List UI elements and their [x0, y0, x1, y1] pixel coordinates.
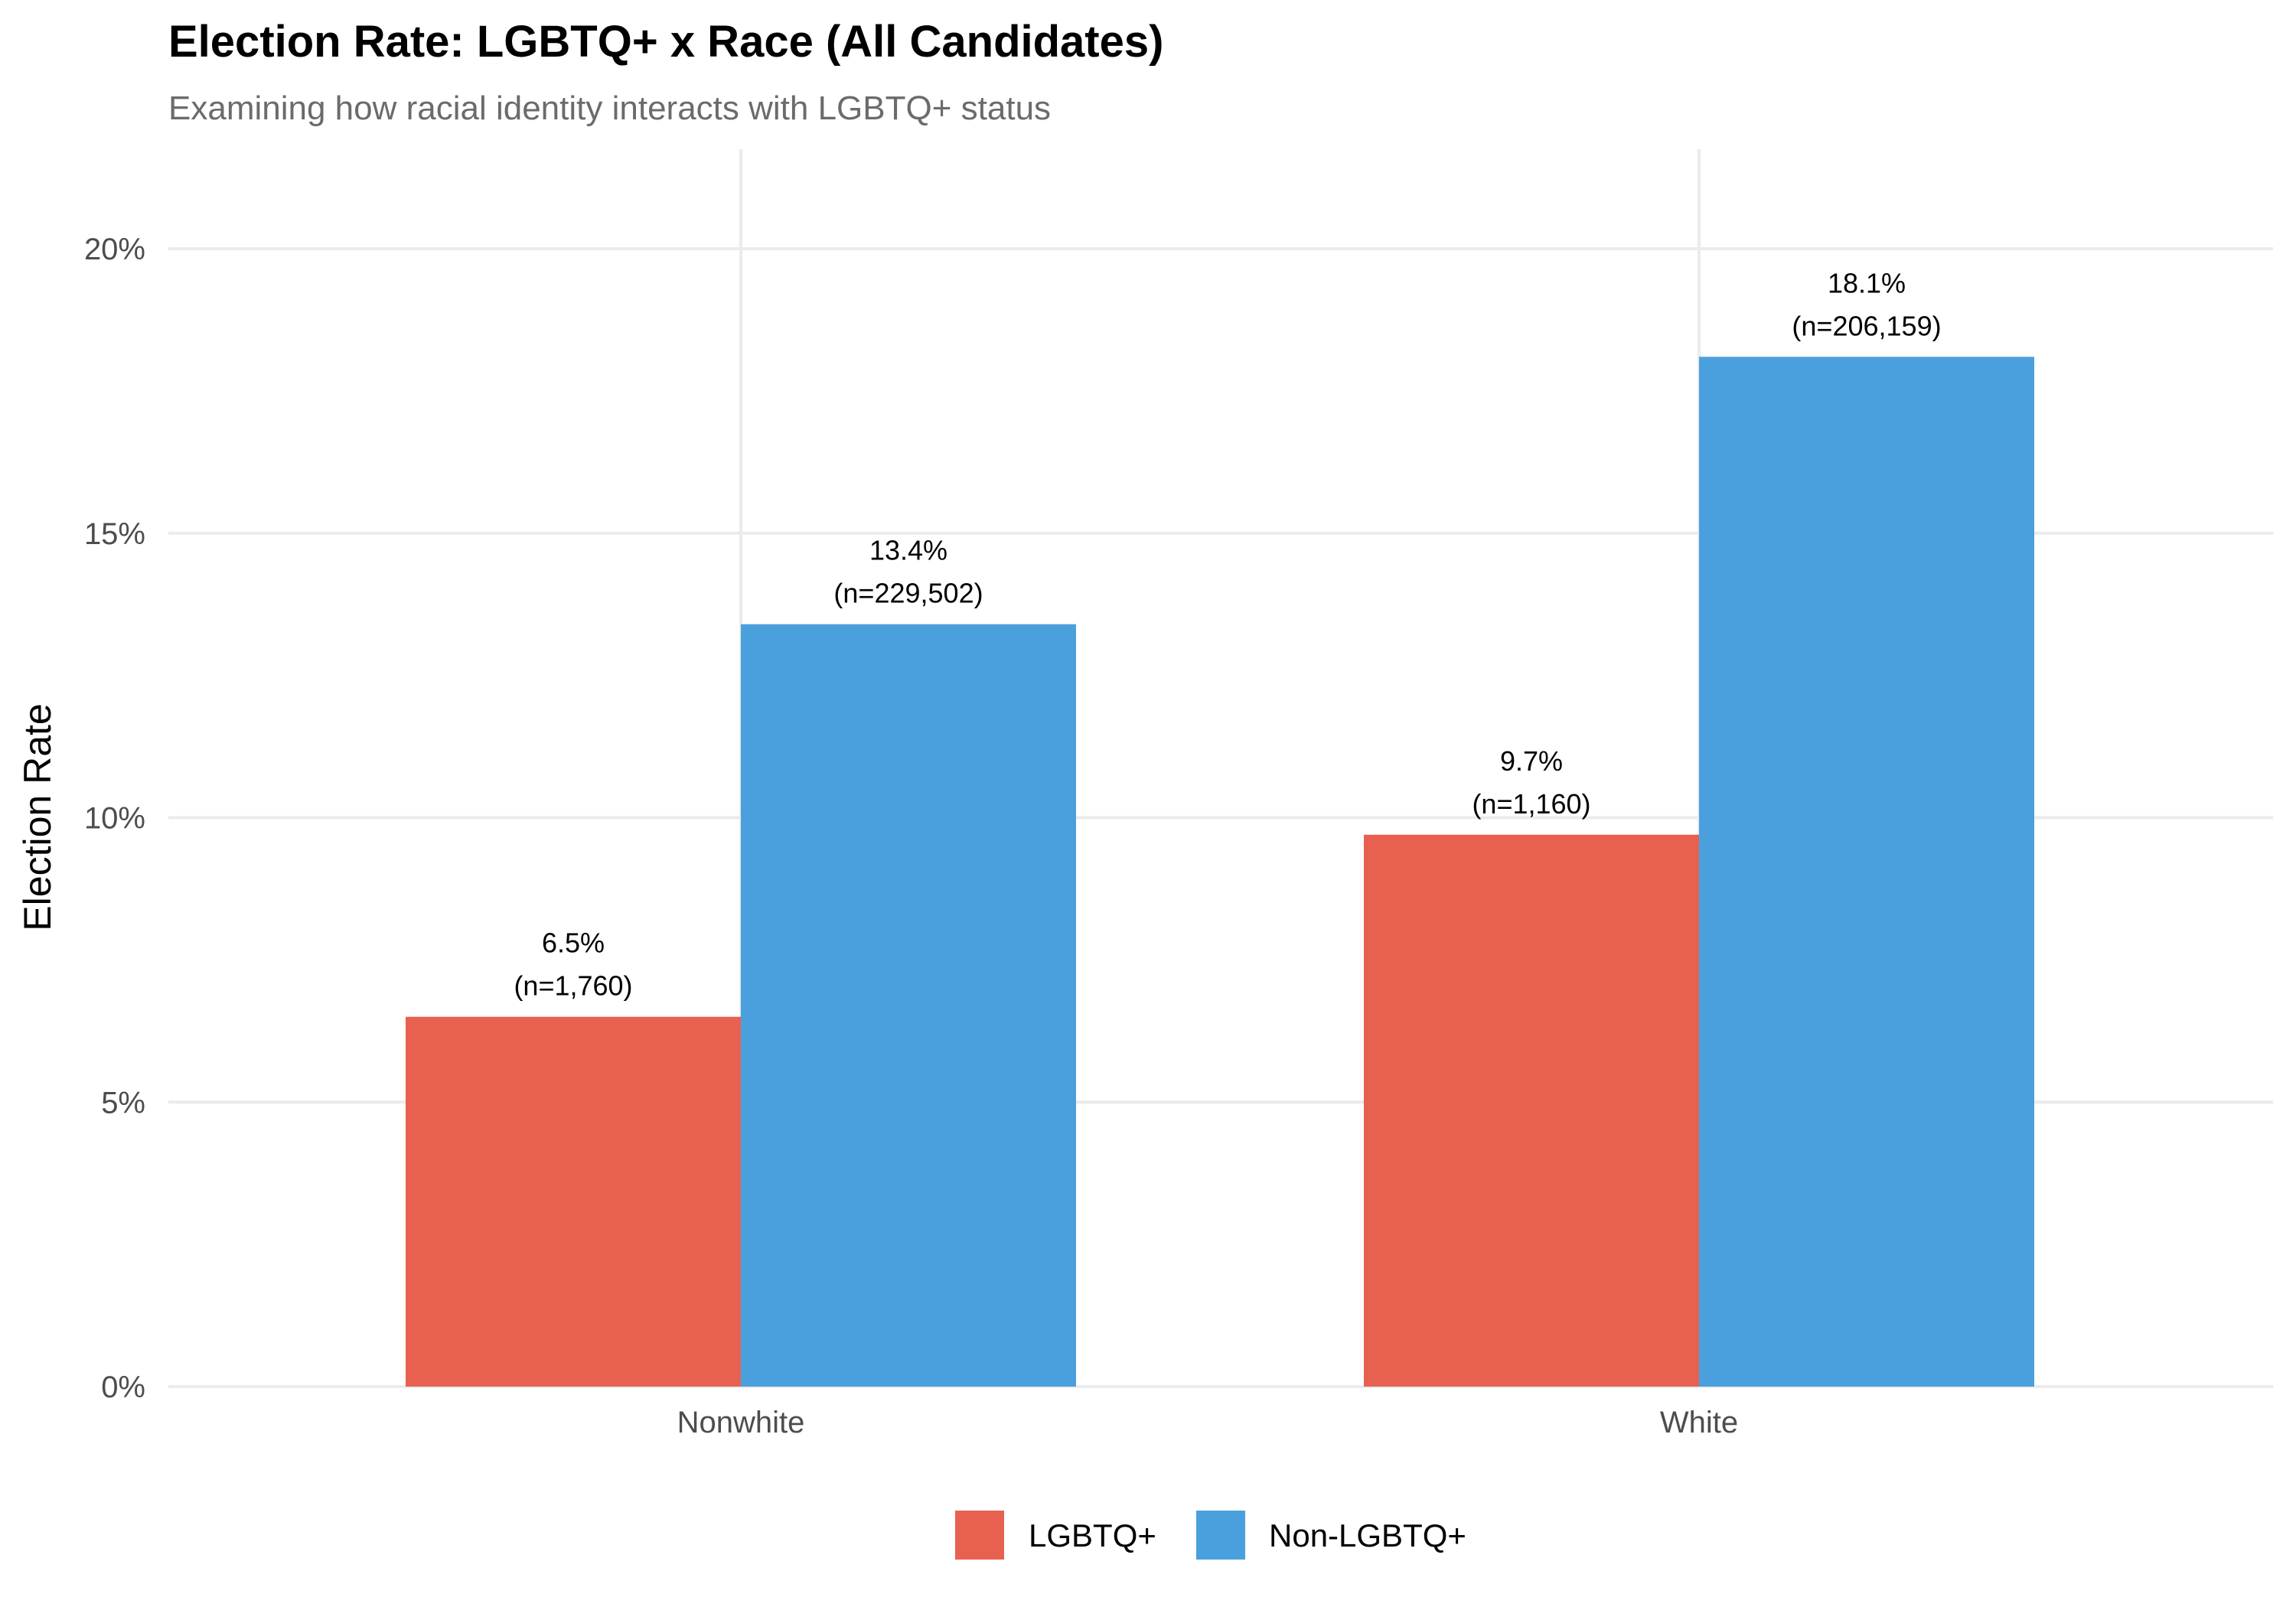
y-axis-label: Election Rate — [16, 703, 59, 931]
data-label-value: 6.5% — [542, 927, 605, 959]
legend: LGBTQ+ Non-LGBTQ+ — [955, 1511, 1466, 1560]
y-tick-label: 20% — [84, 233, 145, 266]
y-axis-ticks: 0% 5% 10% 15% 20% — [84, 233, 145, 1404]
bar-lgbtq--white — [1364, 834, 1699, 1387]
y-tick-label: 5% — [101, 1086, 145, 1120]
data-label-n: (n=1,760) — [514, 970, 632, 1002]
data-label-n: (n=1,160) — [1472, 788, 1590, 820]
legend-label: LGBTQ+ — [1029, 1517, 1156, 1553]
x-tick-label: White — [1660, 1406, 1738, 1439]
x-tick-label: Nonwhite — [677, 1406, 805, 1439]
data-label-value: 13.4% — [869, 535, 947, 566]
bars — [406, 357, 2034, 1387]
bar-non-lgbtq--white — [1699, 357, 2034, 1387]
y-tick-label: 15% — [84, 517, 145, 551]
y-tick-label: 10% — [84, 802, 145, 836]
data-label-value: 18.1% — [1828, 267, 1906, 298]
chart-subtitle: Examining how racial identity interacts … — [168, 90, 1051, 127]
bar-lgbtq--nonwhite — [406, 1016, 741, 1387]
bar-non-lgbtq--nonwhite — [741, 624, 1076, 1387]
data-label-n: (n=229,502) — [833, 578, 983, 609]
legend-swatch — [1196, 1511, 1245, 1560]
chart-title: Election Rate: LGBTQ+ x Race (All Candid… — [168, 17, 1163, 67]
data-label-value: 9.7% — [1500, 745, 1563, 777]
data-label-n: (n=206,159) — [1792, 310, 1941, 341]
y-tick-label: 0% — [101, 1371, 145, 1404]
x-axis-ticks: Nonwhite White — [677, 1406, 1739, 1439]
legend-label: Non-LGBTQ+ — [1269, 1517, 1466, 1553]
legend-swatch — [955, 1511, 1004, 1560]
data-labels: 6.5% (n=1,760) 13.4% (n=229,502) 9.7% (n=1,16… — [514, 267, 1941, 1001]
